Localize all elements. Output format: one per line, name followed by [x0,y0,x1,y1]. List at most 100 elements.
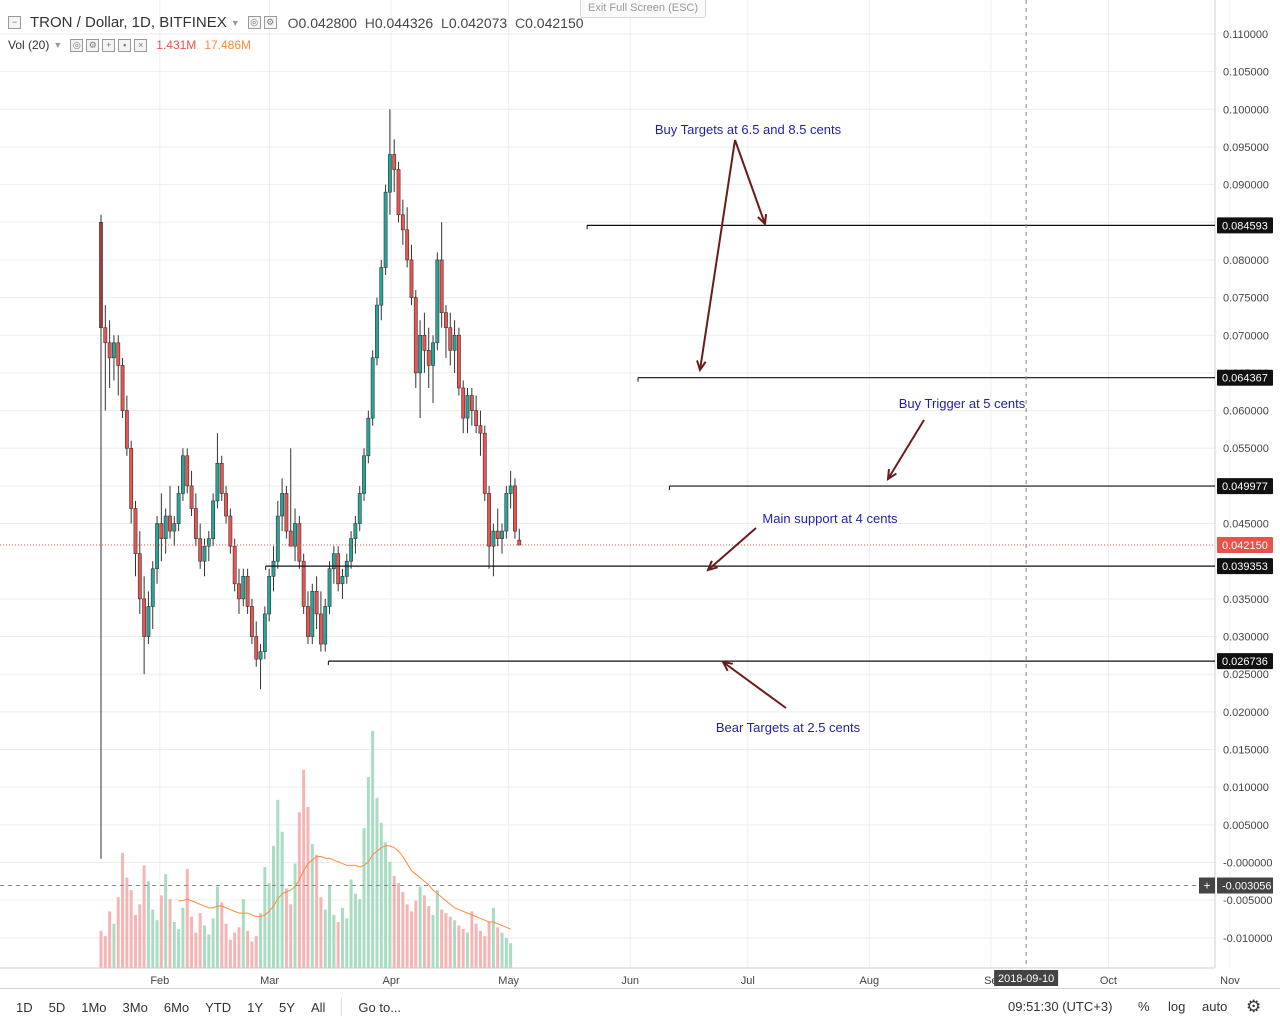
volume-bar [401,891,405,968]
candle-body [116,342,121,366]
range-button-all[interactable]: All [310,999,326,1015]
candle-body [284,493,289,532]
volume-bar [414,900,418,968]
volume-bar [142,865,146,968]
price-tick-label: 0.100000 [1223,104,1269,116]
candle-body [206,538,211,547]
chevron-down-icon[interactable]: ▼ [230,17,240,28]
volume-bar [431,914,435,968]
volume-bar [129,890,133,968]
volume-bar [435,890,439,968]
arrow-line [722,661,787,709]
price-tick-label: 0.045000 [1223,519,1269,531]
hide-icon[interactable]: ◎ [70,38,84,52]
range-button-6mo[interactable]: 6Mo [163,999,190,1015]
candle-body [288,530,293,547]
chevron-down-icon[interactable]: ▼ [53,40,63,50]
arrow-line [707,527,757,571]
volume-bar [207,934,211,968]
time-tick-label: Aug [860,975,880,987]
price-tick-label: 0.035000 [1223,594,1269,606]
volume-bar [177,929,181,968]
volume-bar [328,884,332,968]
candle-body [293,523,297,547]
candle-body [155,523,159,570]
candle-body [327,568,332,607]
exit-fullscreen-button[interactable]: Exit Full Screen (ESC) [580,0,706,18]
volume-bar [254,936,258,968]
volume-bar [246,930,250,968]
settings-icon[interactable]: ⚙ [86,38,100,52]
volume-bar [259,913,263,968]
arrowhead [886,468,897,481]
candle-body [379,267,384,306]
volume-bars [99,730,513,968]
auto-toggle[interactable]: auto [1202,999,1228,1014]
volume-bar [172,921,176,968]
candle-body [336,553,341,585]
volume-bar [491,907,495,968]
volume-bar [306,806,310,968]
range-button-5d[interactable]: 5D [48,999,66,1015]
candle-body [275,515,280,562]
volume-bar [500,932,504,968]
candle-body [426,350,431,366]
candle-body [323,606,328,645]
arrowhead [696,360,707,373]
range-button-1mo[interactable]: 1Mo [81,999,107,1015]
candle-body [517,539,522,546]
candle-body [262,613,267,652]
percent-toggle[interactable]: % [1138,999,1150,1014]
range-button-ytd[interactable]: YTD [205,999,232,1015]
range-button-1d[interactable]: 1D [16,999,33,1015]
log-toggle[interactable]: log [1168,999,1186,1014]
hide-icon[interactable]: ◎ [247,16,261,29]
collapse-icon[interactable]: − [8,16,21,29]
symbol-title[interactable]: TRON / Dollar, 1D, BITFINEX [30,14,227,31]
candle-body [258,651,263,660]
candle-body [297,523,302,562]
arrowhead [706,560,718,572]
range-button-5y[interactable]: 5Y [279,999,295,1015]
clock[interactable]: 09:51:30 (UTC+3) [1008,999,1113,1014]
volume-bar [509,943,513,968]
candle-body [491,530,496,547]
more-icon[interactable]: ▪ [118,38,132,52]
volume-bar [422,895,426,968]
volume-bar [237,927,241,968]
range-button-1y[interactable]: 1Y [247,999,264,1015]
volume-bar [284,888,288,968]
settings-icon[interactable]: ⚙ [263,16,277,29]
candle-body [482,432,487,494]
volume-bar [366,776,370,968]
goto-button[interactable]: Go to... [358,999,402,1015]
volume-bar [427,906,431,968]
price-tick-label: 0.075000 [1223,293,1269,305]
close-icon[interactable]: × [134,38,148,52]
candle-body [487,493,491,547]
volume-value: 1.431M [156,38,197,52]
candle-body [444,312,448,329]
level-price-tag [1217,478,1273,495]
price-tick-label: 0.010000 [1223,782,1269,794]
candle-body [301,560,306,607]
candle-body [146,606,151,637]
range-button-3mo[interactable]: 3Mo [122,999,148,1015]
volume-bar [181,907,185,968]
volume-bar [297,812,301,968]
candle-body [245,575,250,607]
candle-body [159,523,164,539]
volume-indicator-title[interactable]: Vol (20) [8,38,50,52]
level-price-tag [1217,558,1273,575]
crosshair-date-tag [994,970,1059,986]
volume-bar [466,932,470,968]
volume-bar [233,932,237,968]
add-icon[interactable]: + [102,38,116,52]
volume-bar [461,929,465,968]
arrow-line [734,139,766,225]
candle-body [344,560,349,577]
candlesticks [99,109,522,859]
gear-icon[interactable]: ⚙ [1246,997,1262,1016]
arrowhead [721,660,734,672]
